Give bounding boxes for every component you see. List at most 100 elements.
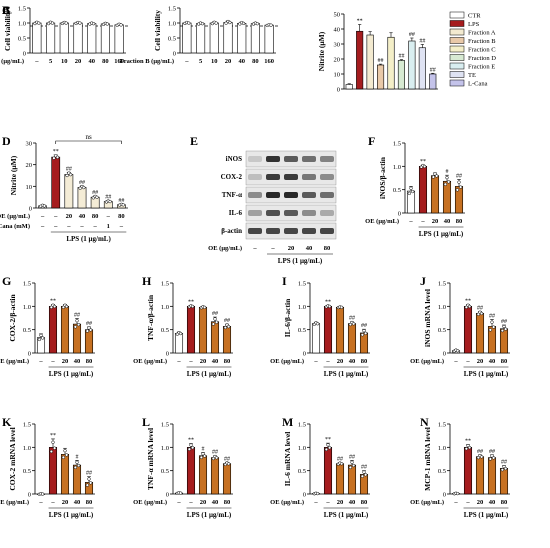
row-cell: 80 xyxy=(86,499,93,506)
y-axis-label: Cell viability xyxy=(3,10,12,51)
panel-label: M xyxy=(282,415,293,429)
row-cell: – xyxy=(313,358,318,365)
data-point xyxy=(190,446,195,450)
row-cell: – xyxy=(176,358,181,365)
row-cell: 5 xyxy=(49,58,53,65)
row-cell: 40 xyxy=(88,58,95,65)
row-cell: 40 xyxy=(306,245,313,252)
band-label: iNOS xyxy=(226,155,242,163)
data-point xyxy=(50,21,55,25)
y-tick-label: 1.0 xyxy=(18,21,26,28)
significance-label: ## xyxy=(456,173,462,179)
row-cell: 1 xyxy=(107,223,110,230)
legend-entry: Fraction C xyxy=(468,47,496,54)
data-point xyxy=(324,447,329,452)
y-tick-label: 1.0 xyxy=(438,445,446,452)
row-cell: – xyxy=(50,499,55,506)
blot-band xyxy=(284,174,298,180)
y-tick-label: 0 xyxy=(398,211,401,218)
row-cell: 40 xyxy=(74,358,81,365)
data-point xyxy=(226,324,231,329)
panel-label: L xyxy=(142,415,150,429)
y-tick-label: 1.5 xyxy=(161,422,169,429)
data-point xyxy=(51,440,55,444)
bar xyxy=(51,156,61,209)
group-label: LPS (1 μg/mL) xyxy=(49,511,94,519)
y-tick-label: 50 xyxy=(334,12,341,19)
data-point xyxy=(55,155,60,159)
data-point xyxy=(223,325,228,330)
blot-band xyxy=(320,174,334,180)
blot-band xyxy=(302,210,316,216)
significance-label: ** xyxy=(465,439,471,445)
bar xyxy=(345,84,353,90)
y-tick-label: 0 xyxy=(166,351,169,358)
significance-label: ## xyxy=(92,190,98,196)
y-tick-label: 1.0 xyxy=(298,304,306,311)
data-point xyxy=(500,468,505,472)
significance-label: ** xyxy=(53,149,59,155)
panel-label: G xyxy=(2,274,11,288)
data-point xyxy=(187,447,192,451)
data-point xyxy=(503,466,508,471)
y-tick-label: 0.5 xyxy=(168,36,176,43)
significance-label: ** xyxy=(188,438,194,444)
legend-entry: Fraction A xyxy=(468,30,496,37)
data-point xyxy=(226,462,231,466)
bar xyxy=(222,463,232,495)
significance-label: ** xyxy=(465,298,471,304)
y-tick-label: 20 xyxy=(334,57,341,64)
row-label: OE (μg/mL) xyxy=(0,358,29,365)
y-tick-label: 1.0 xyxy=(438,304,446,311)
bar xyxy=(463,447,473,495)
bar xyxy=(72,464,82,495)
y-tick-label: 0.5 xyxy=(298,327,306,334)
bar xyxy=(408,40,416,90)
significance-label: ## xyxy=(337,457,343,463)
y-tick-label: 1.5 xyxy=(393,141,401,148)
y-tick-label: 0 xyxy=(28,492,31,499)
significance-label: ## xyxy=(86,471,92,477)
row-cell: 80 xyxy=(501,499,508,506)
legend-entry: Fraction B xyxy=(468,38,496,45)
legend-swatch xyxy=(449,54,465,61)
band-label: IL-6 xyxy=(229,209,243,217)
data-point xyxy=(73,465,78,470)
data-point xyxy=(73,325,78,329)
row-cell: 20 xyxy=(225,58,232,65)
panel-b: B 0 0.5 1.0 1.5 Cell viability Fraction B (μg/… xyxy=(2,3,280,65)
legend-swatch xyxy=(449,28,465,36)
significance-label: # xyxy=(76,454,79,460)
row-cell: 20 xyxy=(337,499,344,506)
bar xyxy=(59,22,69,54)
data-point xyxy=(187,21,191,25)
data-point xyxy=(76,322,81,327)
row-label: OE (μg/mL) xyxy=(133,499,167,506)
significance-label: ## xyxy=(74,312,80,318)
significance-label: ** xyxy=(325,437,331,443)
row-label: TE (μg/mL) xyxy=(0,58,24,65)
bar xyxy=(48,447,58,495)
data-point xyxy=(213,317,217,321)
blot-band xyxy=(302,174,316,180)
y-tick-label: 0.5 xyxy=(393,187,401,194)
row-label: L-Cana (mM) xyxy=(0,223,30,230)
blot-band xyxy=(284,192,298,198)
row-cell: – xyxy=(453,499,458,506)
data-point xyxy=(360,474,365,478)
significance-label: ## xyxy=(477,449,483,455)
y-tick-label: 0 xyxy=(443,351,446,358)
data-point xyxy=(199,455,204,460)
blot-band xyxy=(302,192,316,198)
data-point xyxy=(455,349,460,353)
group-label: LPS (1 μg/mL) xyxy=(464,370,509,378)
significance-label: ## xyxy=(409,32,415,38)
data-point xyxy=(503,327,508,331)
row-cell: 20 xyxy=(477,499,484,506)
significance-label: ## xyxy=(105,195,111,201)
bar xyxy=(73,22,83,54)
bracket xyxy=(55,140,122,144)
y-tick-label: 1.0 xyxy=(393,164,401,171)
bar xyxy=(499,328,509,354)
panel-j: J 0 0.5 1.0 1.5 iNOS mRNA level ** ## ## ## OE (μg… xyxy=(410,274,510,378)
